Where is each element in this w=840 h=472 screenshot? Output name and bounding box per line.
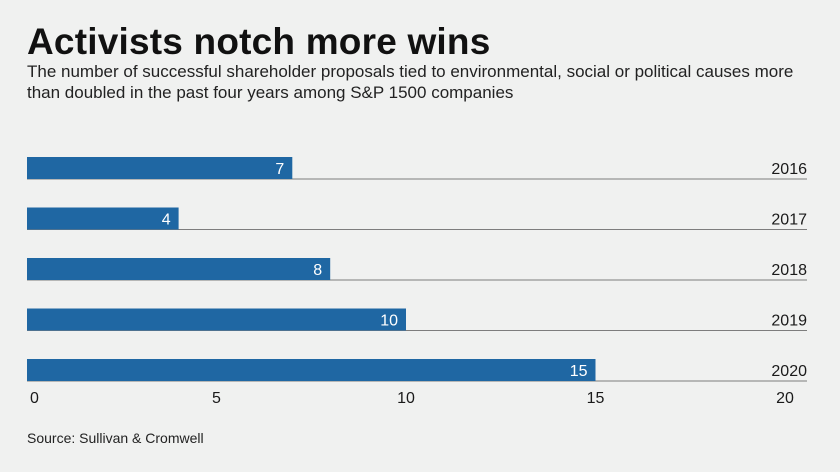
x-tick-label-5: 5: [212, 390, 221, 407]
bar-2020: [27, 359, 596, 381]
source-note: Source: Sullivan & Cromwell: [27, 430, 204, 446]
category-label-2018: 2018: [771, 262, 807, 279]
chart-title: Activists notch more wins: [27, 21, 491, 62]
bar-value-label-2018: 8: [313, 262, 322, 279]
category-label-2019: 2019: [771, 313, 807, 330]
x-tick-label-0: 0: [30, 390, 39, 407]
category-label-2017: 2017: [771, 212, 807, 229]
category-label-2016: 2016: [771, 161, 807, 178]
bar-value-label-2019: 10: [380, 313, 398, 330]
bar-2016: [27, 157, 293, 179]
chart-subtitle: The number of successful shareholder pro…: [27, 62, 794, 102]
x-tick-label-20: 20: [776, 390, 794, 407]
bar-2017: [27, 207, 179, 230]
bar-2019: [27, 308, 406, 331]
x-tick-label-10: 10: [397, 390, 415, 407]
x-tick-label-15: 15: [587, 390, 605, 407]
category-label-2020: 2020: [771, 363, 807, 380]
bar-value-label-2017: 4: [162, 212, 171, 229]
bar-value-label-2020: 15: [570, 363, 588, 380]
bar-2018: [27, 258, 331, 280]
bar-value-label-2016: 7: [275, 161, 284, 178]
